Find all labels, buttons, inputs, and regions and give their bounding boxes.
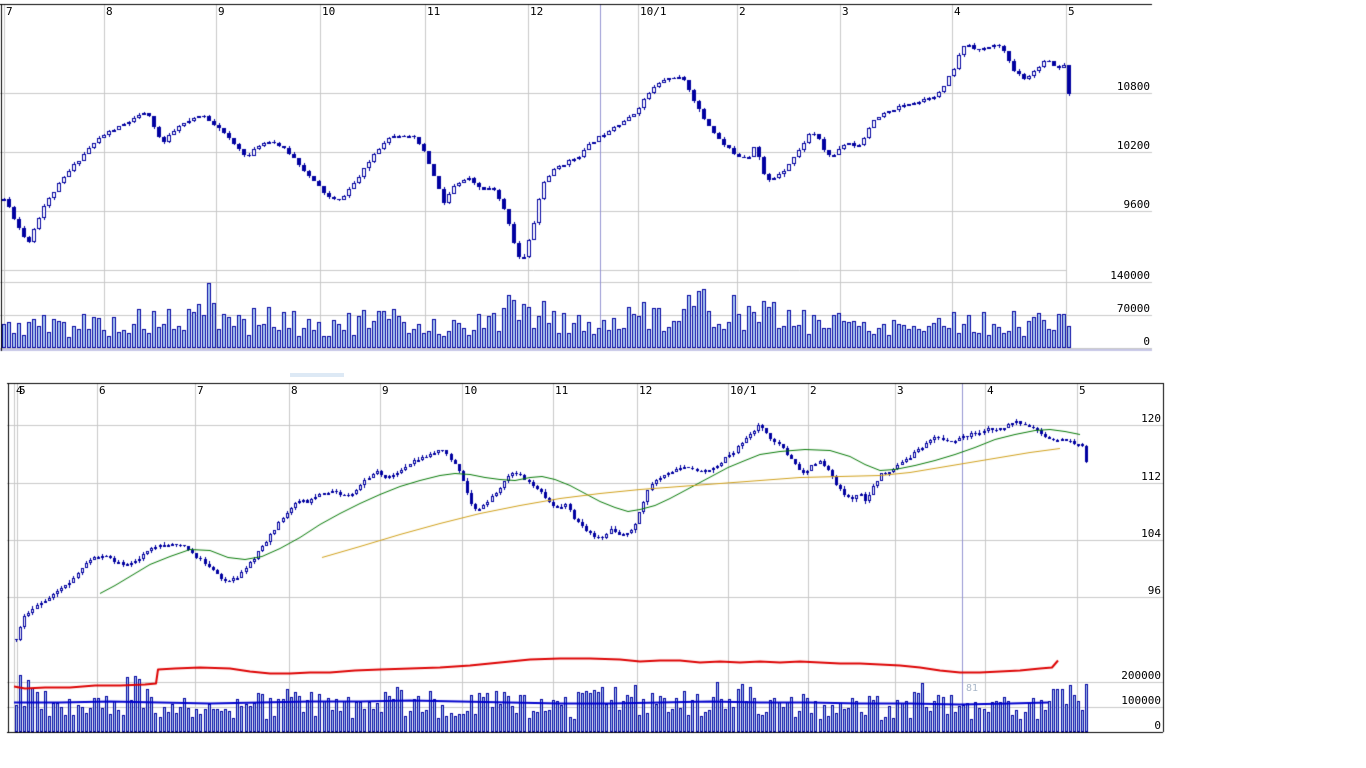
upper-chart-canvas[interactable] bbox=[0, 0, 1366, 368]
faint-artifact-strip bbox=[290, 373, 344, 377]
lower-chart-canvas[interactable] bbox=[0, 368, 1366, 768]
